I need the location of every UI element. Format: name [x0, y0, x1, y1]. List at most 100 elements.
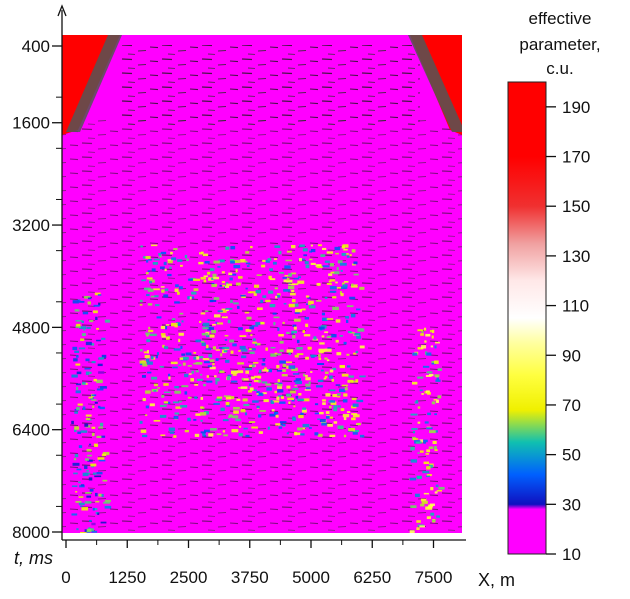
anomaly-speckle	[200, 431, 206, 434]
anomaly-speckle	[82, 311, 89, 315]
anomaly-speckle	[292, 388, 299, 390]
anomaly-speckle	[269, 304, 276, 308]
anomaly-speckle	[160, 333, 166, 336]
anomaly-speckle	[415, 441, 422, 444]
anomaly-speckle	[202, 432, 206, 436]
anomaly-speckle	[320, 369, 324, 372]
anomaly-speckle	[426, 371, 433, 374]
anomaly-speckle	[244, 311, 250, 314]
anomaly-speckle	[298, 414, 304, 419]
anomaly-speckle	[241, 348, 248, 352]
anomaly-speckle	[144, 287, 151, 291]
colorbar-ticks: 10 30 50 70 90 110 130 150 170 190	[546, 98, 590, 564]
anomaly-speckle	[256, 307, 263, 310]
anomaly-speckle	[79, 326, 87, 330]
anomaly-speckle	[276, 396, 280, 400]
anomaly-speckle	[242, 398, 248, 402]
anomaly-speckle	[254, 375, 260, 378]
anomaly-speckle	[77, 431, 82, 434]
anomaly-speckle	[285, 259, 293, 262]
anomaly-speckle	[342, 244, 349, 248]
anomaly-speckle	[102, 479, 108, 482]
anomaly-speckle	[285, 361, 292, 364]
anomaly-speckle	[258, 369, 262, 373]
anomaly-speckle	[277, 395, 283, 398]
anomaly-speckle	[265, 259, 270, 263]
anomaly-speckle	[85, 492, 92, 494]
anomaly-speckle	[139, 420, 143, 424]
anomaly-speckle	[321, 312, 325, 316]
anomaly-speckle	[239, 335, 247, 337]
plot-area	[62, 35, 462, 533]
anomaly-speckle	[205, 348, 212, 351]
colorbar-tick-label: 190	[562, 98, 590, 117]
anomaly-speckle	[282, 321, 285, 324]
anomaly-speckle	[162, 344, 165, 348]
anomaly-speckle	[333, 421, 338, 424]
anomaly-speckle	[224, 339, 228, 341]
anomaly-speckle	[146, 259, 149, 263]
anomaly-speckle	[423, 461, 430, 465]
anomaly-speckle	[96, 327, 100, 330]
anomaly-speckle	[74, 428, 77, 433]
anomaly-speckle	[338, 388, 346, 393]
anomaly-speckle	[181, 353, 186, 356]
anomaly-speckle	[294, 311, 300, 314]
anomaly-speckle	[101, 453, 107, 457]
anomaly-speckle	[274, 287, 278, 290]
anomaly-speckle	[86, 448, 92, 452]
anomaly-speckle	[282, 277, 287, 279]
anomaly-speckle	[246, 265, 250, 268]
anomaly-speckle	[268, 275, 272, 280]
anomaly-speckle	[146, 350, 149, 354]
anomaly-speckle	[81, 320, 84, 324]
anomaly-speckle	[145, 358, 150, 362]
anomaly-speckle	[231, 370, 238, 375]
anomaly-speckle	[81, 333, 87, 336]
anomaly-speckle	[419, 450, 424, 453]
anomaly-speckle	[329, 369, 334, 373]
anomaly-speckle	[171, 318, 176, 320]
anomaly-speckle	[165, 324, 170, 326]
anomaly-speckle	[84, 423, 89, 427]
anomaly-speckle	[209, 334, 215, 338]
anomaly-speckle	[71, 513, 78, 516]
anomaly-speckle	[314, 432, 319, 436]
anomaly-speckle	[148, 326, 151, 330]
anomaly-speckle	[239, 345, 246, 350]
anomaly-speckle	[201, 342, 206, 346]
anomaly-speckle	[76, 371, 82, 375]
colorbar-tick-label: 90	[562, 346, 581, 365]
anomaly-speckle	[230, 245, 236, 250]
anomaly-speckle	[179, 357, 184, 360]
anomaly-speckle	[200, 340, 205, 343]
anomaly-speckle	[433, 446, 437, 450]
anomaly-speckle	[200, 419, 203, 422]
anomaly-speckle	[140, 348, 143, 352]
anomaly-speckle	[421, 500, 428, 504]
anomaly-speckle	[256, 274, 262, 276]
anomaly-speckle	[426, 516, 431, 520]
anomaly-speckle	[211, 329, 217, 334]
anomaly-speckle	[104, 505, 112, 509]
anomaly-speckle	[223, 434, 228, 437]
anomaly-speckle	[228, 396, 235, 400]
anomaly-speckle	[233, 302, 239, 305]
anomaly-speckle	[216, 396, 223, 399]
anomaly-speckle	[286, 277, 290, 281]
anomaly-speckle	[253, 292, 257, 296]
anomaly-speckle	[341, 252, 347, 256]
anomaly-speckle	[324, 371, 329, 374]
anomaly-speckle	[142, 398, 146, 402]
anomaly-speckle	[349, 331, 355, 334]
anomaly-speckle	[75, 500, 82, 503]
colorbar-gradient	[507, 81, 547, 555]
anomaly-speckle	[227, 374, 232, 378]
anomaly-speckle	[429, 430, 436, 434]
anomaly-speckle	[298, 392, 302, 396]
anomaly-speckle	[215, 398, 222, 402]
anomaly-speckle	[352, 263, 356, 266]
anomaly-speckle	[304, 261, 309, 265]
anomaly-speckle	[223, 350, 228, 353]
anomaly-speckle	[206, 375, 210, 378]
